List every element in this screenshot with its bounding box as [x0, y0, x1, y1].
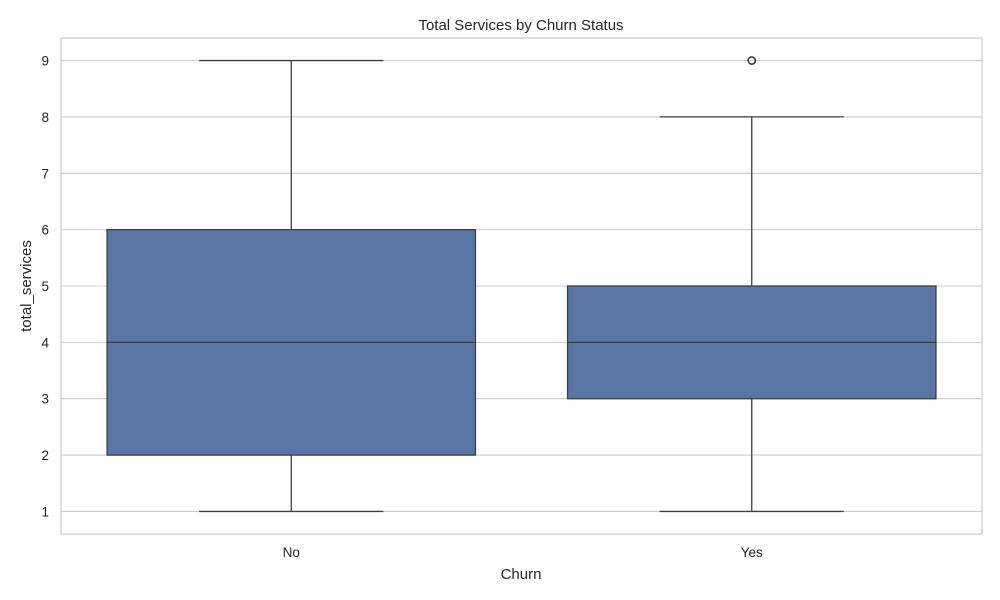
- x-axis-label: Churn: [501, 566, 542, 583]
- y-tick-label-8: 8: [41, 110, 49, 125]
- y-tick-label-2: 2: [41, 448, 49, 463]
- tick-layer: 1 2 3 4 5 6 7 8 9 No Yes: [41, 54, 763, 560]
- y-axis-label: total_services: [18, 240, 35, 332]
- y-tick-label-1: 1: [41, 504, 49, 519]
- box-layer: [106, 56, 937, 513]
- y-tick-label-9: 9: [41, 54, 49, 69]
- chart-title: Total Services by Churn Status: [418, 17, 623, 34]
- x-tick-label-no: No: [283, 545, 300, 560]
- y-tick-label-5: 5: [41, 279, 49, 294]
- plot-frame: [60, 37, 983, 535]
- y-tick-label-3: 3: [41, 392, 49, 407]
- outlier-point-yes-0: [747, 56, 757, 65]
- y-tick-label-7: 7: [41, 166, 49, 181]
- x-tick-label-yes: Yes: [741, 545, 763, 560]
- box-group-yes: [566, 56, 937, 513]
- y-tick-label-6: 6: [41, 223, 49, 238]
- y-tick-label-4: 4: [41, 335, 49, 350]
- box-group-no: [106, 59, 477, 513]
